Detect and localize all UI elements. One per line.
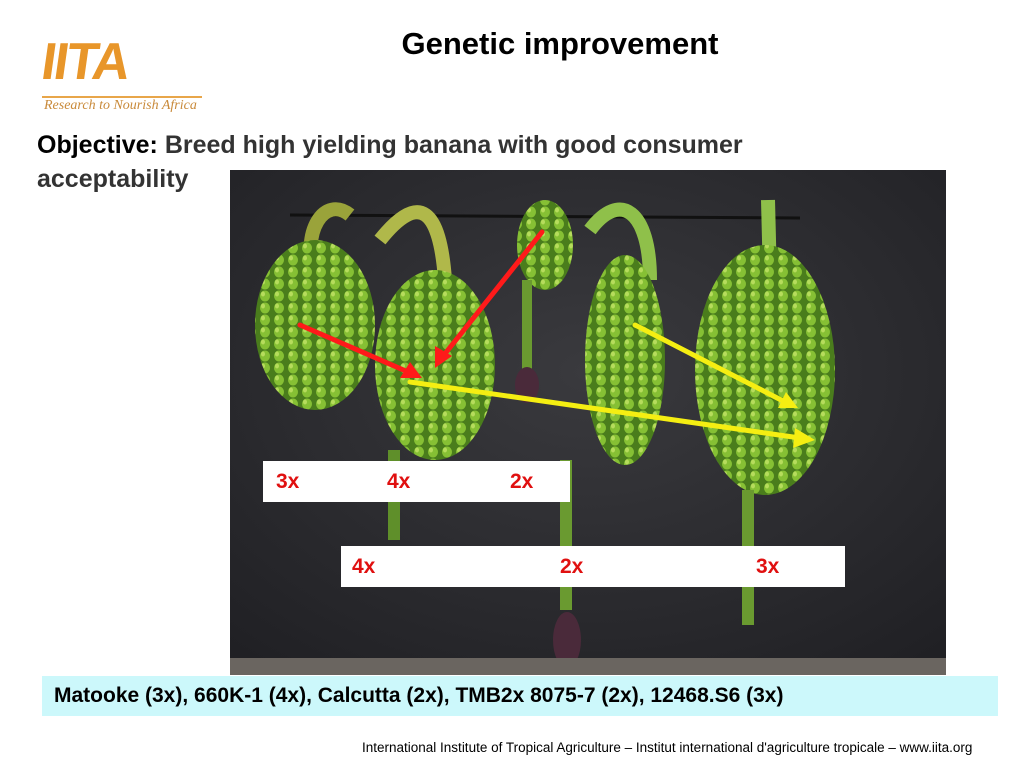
arrow-tmb2x-to-12468 xyxy=(632,322,788,405)
logo-mark: IITA xyxy=(37,33,133,91)
banana-bunches-photo xyxy=(230,170,946,675)
black-board xyxy=(230,170,946,675)
ploidy-labels-row2: 4x 2x 3x xyxy=(341,546,845,587)
cultivar-banner: Matooke (3x), 660K-1 (4x), Calcutta (2x)… xyxy=(42,676,998,716)
objective: Objective: Breed high yielding banana wi… xyxy=(37,128,877,196)
ploidy-label: 3x xyxy=(276,470,300,493)
arrow-calcutta-to-660k xyxy=(437,229,545,363)
objective-label: Objective: xyxy=(37,131,158,159)
bunch-12468-s6 xyxy=(695,245,835,495)
footer: International Institute of Tropical Agri… xyxy=(362,740,973,755)
logo-divider xyxy=(42,96,202,98)
ploidy-label: 4x xyxy=(387,470,411,493)
ploidy-label: 2x xyxy=(560,555,584,578)
ploidy-label: 2x xyxy=(510,470,534,493)
ploidy-label: 3x xyxy=(756,555,780,578)
slide-title: Genetic improvement xyxy=(401,26,719,61)
iita-logo: IITA Research to Nourish Africa xyxy=(37,33,213,116)
bunch-tmb2x-8075-7 xyxy=(585,255,665,465)
objective-text: Breed high yielding banana with good con… xyxy=(37,131,743,193)
logo-tagline: Research to Nourish Africa xyxy=(44,98,197,113)
bunch-matooke xyxy=(255,240,375,410)
arrow-matooke-to-660k xyxy=(297,322,418,378)
arrow-660k-to-12468 xyxy=(407,379,803,441)
ploidy-labels-row1: 3x 4x 2x xyxy=(263,461,570,502)
ploidy-label: 4x xyxy=(352,555,376,578)
bunch-calcutta xyxy=(517,200,573,290)
